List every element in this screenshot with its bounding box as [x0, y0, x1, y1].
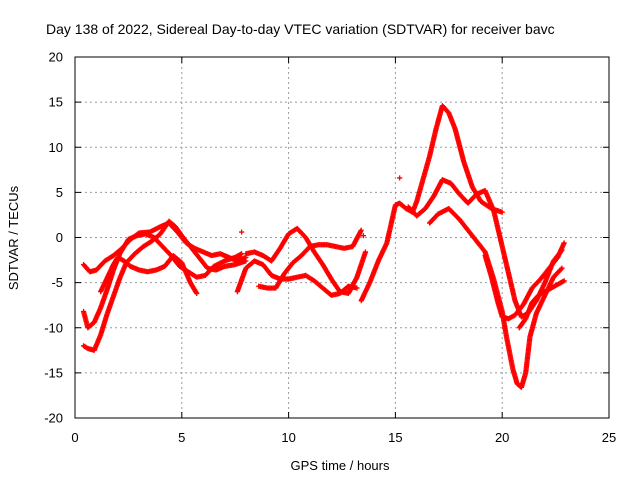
- data-point-marker: [358, 227, 364, 233]
- data-point-marker: [561, 278, 567, 284]
- series-arc-6: [243, 225, 369, 297]
- y-tick-label: 15: [49, 95, 63, 110]
- y-tick-label: -15: [44, 365, 63, 380]
- series-outliers: [239, 175, 403, 239]
- x-tick-label: 0: [71, 430, 78, 445]
- series-arc-8: [358, 103, 505, 304]
- data-point-marker: [194, 290, 200, 297]
- x-tick-label: 25: [602, 430, 616, 445]
- x-tick-label: 15: [388, 430, 402, 445]
- x-axis-label: GPS time / hours: [291, 458, 390, 473]
- y-tick-label: 0: [56, 230, 63, 245]
- data-point-marker: [558, 266, 564, 272]
- y-axis-label: SDTVAR / TECUs: [6, 185, 21, 290]
- data-point-marker: [559, 265, 565, 271]
- data-point-marker: [362, 249, 369, 255]
- y-tick-label: -20: [44, 411, 63, 426]
- y-tick-label: 5: [56, 185, 63, 200]
- y-tick-label: -5: [51, 275, 63, 290]
- data-point-marker: [397, 175, 403, 181]
- x-tick-label: 10: [281, 430, 295, 445]
- series-arc-12: [516, 278, 567, 331]
- series-arc-2: [80, 218, 249, 353]
- series-arc-4: [98, 252, 200, 297]
- data-point-marker: [354, 285, 360, 291]
- series-arc-11: [482, 240, 567, 322]
- data-point-marker: [243, 258, 249, 264]
- y-tick-label: -10: [44, 320, 63, 335]
- data-point-marker: [239, 229, 245, 235]
- data-point-marker: [561, 240, 567, 246]
- series-arc-5: [234, 258, 360, 298]
- x-tick-label: 5: [178, 430, 185, 445]
- data-point-marker: [360, 233, 366, 239]
- axis-ticks: 0 5 10 15 20 25 -20 -15 -10 -5 0 5 10 15 20: [44, 50, 616, 446]
- data-point-marker: [499, 209, 505, 215]
- data-marks: [80, 103, 567, 390]
- series-arc-7: [256, 227, 364, 291]
- chart-title: Day 138 of 2022, Sidereal Day-to-day VTE…: [46, 21, 555, 37]
- plot-frame: [74, 56, 610, 419]
- y-tick-label: 20: [49, 50, 63, 65]
- x-tick-label: 20: [495, 430, 509, 445]
- y-tick-label: 10: [49, 140, 63, 155]
